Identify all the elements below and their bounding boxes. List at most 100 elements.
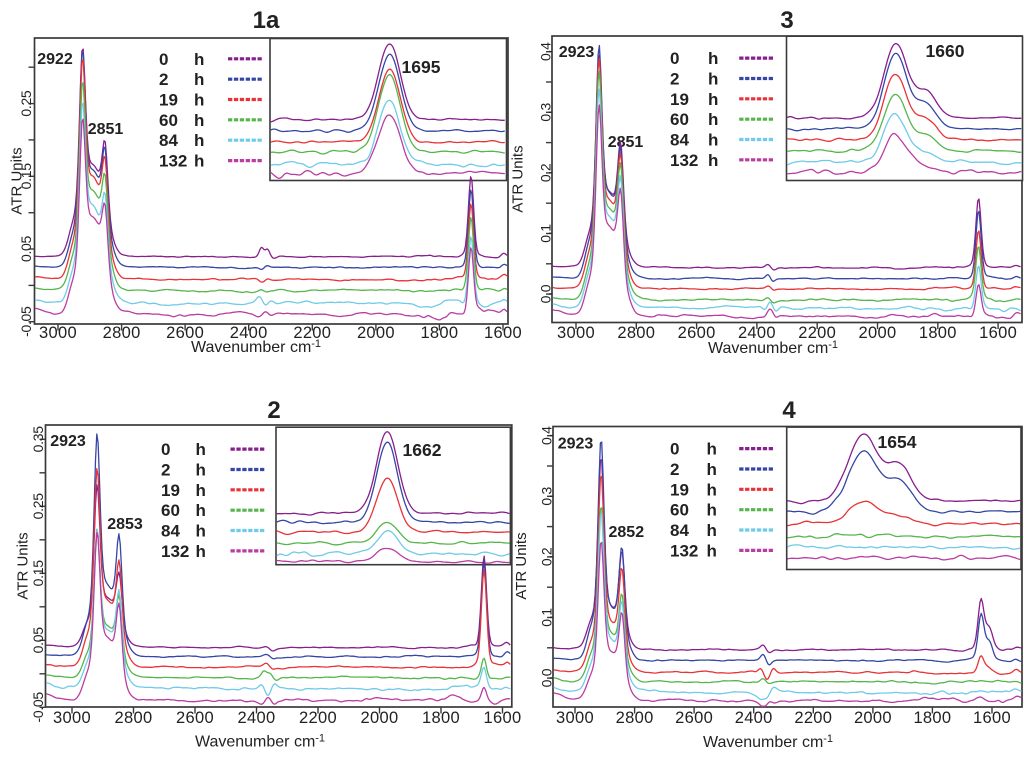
svg-text:1662: 1662 (403, 440, 442, 460)
svg-text:0,4: 0,4 (539, 426, 555, 445)
svg-text:84: 84 (161, 522, 180, 541)
svg-text:132: 132 (161, 542, 189, 561)
svg-text:h: h (708, 151, 718, 170)
svg-text:Wavenumber cm-1: Wavenumber cm-1 (191, 338, 321, 356)
svg-text:h: h (196, 440, 206, 459)
svg-text:h: h (196, 542, 206, 561)
svg-text:1600: 1600 (973, 709, 1011, 727)
svg-text:h: h (707, 521, 717, 540)
svg-text:3000: 3000 (556, 709, 594, 727)
svg-text:2853: 2853 (107, 516, 143, 533)
svg-text:0,1: 0,1 (539, 608, 555, 627)
svg-text:h: h (194, 70, 204, 89)
svg-text:-0.05: -0.05 (18, 306, 34, 337)
svg-text:84: 84 (670, 131, 689, 150)
svg-text:3000: 3000 (39, 324, 77, 342)
svg-text:h: h (707, 541, 717, 560)
svg-text:2000: 2000 (854, 709, 892, 727)
svg-text:h: h (707, 480, 717, 499)
svg-text:h: h (708, 110, 718, 129)
svg-text:0,2: 0,2 (539, 547, 555, 566)
svg-text:ATR Units: ATR Units (15, 532, 32, 599)
svg-text:0,0: 0,0 (538, 284, 554, 303)
svg-text:0.15: 0.15 (30, 560, 46, 587)
svg-text:19: 19 (159, 91, 178, 110)
svg-text:2800: 2800 (115, 709, 153, 727)
svg-text:1600: 1600 (484, 324, 522, 342)
svg-text:2200: 2200 (798, 324, 836, 342)
svg-text:h: h (196, 501, 206, 520)
svg-text:0: 0 (159, 50, 168, 69)
svg-text:19: 19 (670, 480, 689, 499)
svg-text:h: h (708, 90, 718, 109)
svg-text:1600: 1600 (979, 324, 1017, 342)
svg-text:2800: 2800 (616, 709, 654, 727)
svg-text:2852: 2852 (609, 524, 645, 541)
svg-text:h: h (708, 70, 718, 89)
svg-text:1800: 1800 (919, 324, 957, 342)
svg-text:1660: 1660 (926, 41, 965, 61)
svg-text:0.15: 0.15 (18, 163, 34, 190)
svg-text:132: 132 (670, 151, 698, 170)
svg-text:2600: 2600 (176, 709, 214, 727)
svg-text:19: 19 (670, 90, 689, 109)
svg-text:h: h (194, 152, 204, 171)
svg-text:3000: 3000 (557, 324, 595, 342)
svg-text:1695: 1695 (402, 57, 441, 77)
svg-text:2400: 2400 (735, 709, 773, 727)
svg-text:0.25: 0.25 (18, 90, 34, 117)
svg-text:3000: 3000 (53, 709, 91, 727)
svg-text:2: 2 (159, 70, 168, 89)
svg-text:2400: 2400 (238, 709, 276, 727)
svg-text:0: 0 (670, 49, 679, 68)
svg-text:0,2: 0,2 (538, 163, 554, 182)
svg-text:2: 2 (670, 460, 679, 479)
svg-text:2923: 2923 (50, 433, 86, 450)
svg-text:2200: 2200 (299, 709, 337, 727)
svg-text:2923: 2923 (558, 436, 594, 453)
svg-text:h: h (194, 50, 204, 69)
svg-text:2600: 2600 (166, 324, 204, 342)
svg-text:132: 132 (670, 541, 698, 560)
svg-text:h: h (196, 461, 206, 480)
svg-text:4: 4 (782, 397, 796, 424)
svg-text:19: 19 (161, 481, 180, 500)
svg-text:2000: 2000 (357, 324, 395, 342)
svg-text:Wavenumber cm-1: Wavenumber cm-1 (703, 733, 833, 751)
svg-text:h: h (196, 481, 206, 500)
svg-text:ATR Units: ATR Units (510, 145, 527, 212)
svg-text:2600: 2600 (675, 709, 713, 727)
svg-text:h: h (707, 501, 717, 520)
svg-text:h: h (194, 111, 204, 130)
svg-text:h: h (708, 49, 718, 68)
svg-text:1654: 1654 (878, 432, 917, 452)
svg-text:60: 60 (670, 501, 689, 520)
svg-text:2: 2 (670, 70, 679, 89)
svg-text:1800: 1800 (422, 709, 460, 727)
svg-text:ATR Units: ATR Units (9, 147, 26, 214)
svg-text:0: 0 (161, 440, 170, 459)
svg-text:2800: 2800 (103, 324, 141, 342)
svg-text:h: h (707, 440, 717, 459)
svg-text:-0.05: -0.05 (30, 692, 46, 723)
svg-text:84: 84 (670, 521, 689, 540)
svg-text:2851: 2851 (88, 121, 124, 138)
svg-text:0.05: 0.05 (30, 627, 46, 654)
svg-text:0.25: 0.25 (30, 493, 46, 520)
svg-text:0.05: 0.05 (18, 235, 34, 262)
svg-text:2800: 2800 (617, 324, 655, 342)
svg-text:0: 0 (670, 440, 679, 459)
svg-text:0,3: 0,3 (538, 103, 554, 122)
svg-text:2922: 2922 (37, 51, 73, 68)
svg-text:2: 2 (161, 461, 170, 480)
svg-text:3: 3 (780, 7, 793, 34)
svg-text:2923: 2923 (559, 44, 595, 61)
svg-text:Wavenumber cm-1: Wavenumber cm-1 (195, 733, 325, 751)
svg-text:2400: 2400 (230, 324, 268, 342)
svg-text:60: 60 (161, 501, 180, 520)
svg-text:60: 60 (159, 111, 178, 130)
svg-text:ATR Units: ATR Units (513, 532, 530, 599)
svg-text:2000: 2000 (361, 709, 399, 727)
svg-text:84: 84 (159, 131, 178, 150)
svg-text:1800: 1800 (913, 709, 951, 727)
